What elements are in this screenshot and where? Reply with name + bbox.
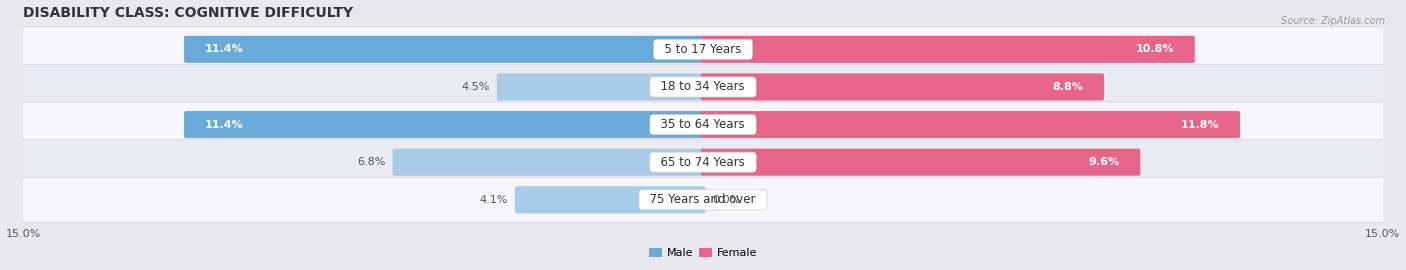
Legend: Male, Female: Male, Female — [644, 243, 762, 262]
FancyBboxPatch shape — [700, 111, 1240, 138]
FancyBboxPatch shape — [184, 111, 706, 138]
FancyBboxPatch shape — [17, 64, 1389, 110]
Text: 4.1%: 4.1% — [479, 195, 508, 205]
Text: 11.4%: 11.4% — [204, 120, 243, 130]
Text: 18 to 34 Years: 18 to 34 Years — [654, 80, 752, 93]
FancyBboxPatch shape — [496, 73, 706, 100]
Text: 0.0%: 0.0% — [711, 195, 741, 205]
Text: 65 to 74 Years: 65 to 74 Years — [654, 156, 752, 169]
Text: 11.4%: 11.4% — [204, 44, 243, 54]
Text: 11.8%: 11.8% — [1181, 120, 1219, 130]
FancyBboxPatch shape — [17, 177, 1389, 222]
FancyBboxPatch shape — [17, 102, 1389, 147]
Text: 35 to 64 Years: 35 to 64 Years — [654, 118, 752, 131]
Text: 5 to 17 Years: 5 to 17 Years — [657, 43, 749, 56]
FancyBboxPatch shape — [17, 140, 1389, 185]
Text: 75 Years and over: 75 Years and over — [643, 193, 763, 206]
Text: 4.5%: 4.5% — [461, 82, 489, 92]
Text: 9.6%: 9.6% — [1088, 157, 1121, 167]
FancyBboxPatch shape — [700, 36, 1195, 63]
FancyBboxPatch shape — [392, 149, 706, 176]
Text: Source: ZipAtlas.com: Source: ZipAtlas.com — [1281, 16, 1385, 26]
FancyBboxPatch shape — [184, 36, 706, 63]
Text: 8.8%: 8.8% — [1053, 82, 1084, 92]
FancyBboxPatch shape — [515, 186, 706, 213]
FancyBboxPatch shape — [17, 27, 1389, 72]
Text: 6.8%: 6.8% — [357, 157, 385, 167]
Text: DISABILITY CLASS: COGNITIVE DIFFICULTY: DISABILITY CLASS: COGNITIVE DIFFICULTY — [22, 6, 353, 19]
FancyBboxPatch shape — [700, 149, 1140, 176]
FancyBboxPatch shape — [700, 73, 1104, 100]
Text: 10.8%: 10.8% — [1136, 44, 1174, 54]
